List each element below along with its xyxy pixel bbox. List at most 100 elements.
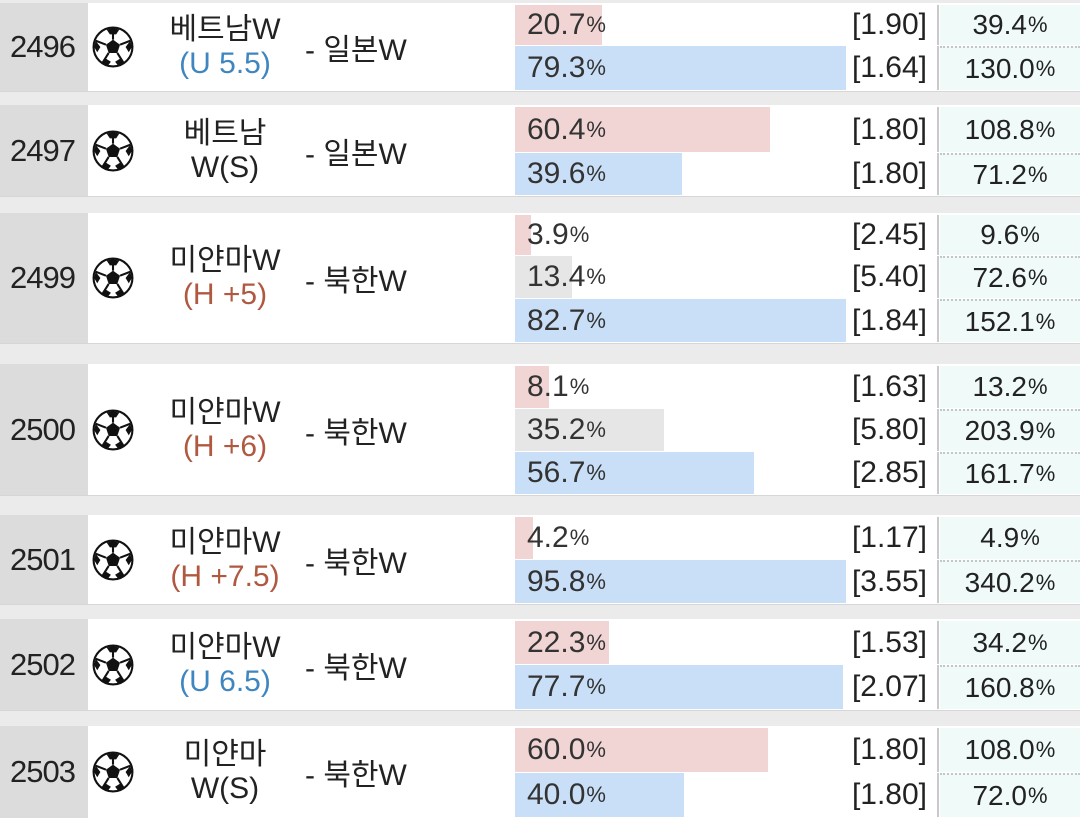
vote-percent: 22.3 bbox=[527, 625, 586, 659]
return-percent: 4.9 bbox=[980, 522, 1020, 553]
odds-value: [1.64] bbox=[845, 46, 937, 90]
return-percent-sign: % bbox=[1035, 737, 1056, 762]
game-card[interactable]: 2496 베트남W (U 5.5) - 일본W 20.7% [1.90] 39.… bbox=[0, 3, 1080, 91]
outcome-row[interactable]: 60.0% [1.80] 108.0% bbox=[515, 728, 1080, 772]
return-cell: 108.8% bbox=[940, 107, 1080, 152]
odds-value: [1.80] bbox=[845, 107, 937, 152]
return-percent: 9.6 bbox=[980, 219, 1020, 250]
return-cell: 108.0% bbox=[940, 728, 1080, 772]
vote-bar: 20.7% [1.90] bbox=[515, 5, 939, 45]
game-card[interactable]: 2499 미얀마W (H +5) - 북한W 3.9% [2.45] 9.6% bbox=[0, 213, 1080, 343]
away-team-name: - 북한W bbox=[305, 546, 407, 580]
game-card[interactable]: 2497 베트남 W(S) - 일본W 60.4% [1.80] 108.8% bbox=[0, 105, 1080, 196]
odds-value: [2.07] bbox=[845, 665, 937, 709]
vote-bar: 79.3% [1.64] bbox=[515, 46, 939, 90]
outcome-row[interactable]: 20.7% [1.90] 39.4% bbox=[515, 5, 1080, 45]
return-percent: 130.0 bbox=[964, 53, 1035, 84]
game-condition: (U 6.5) bbox=[179, 664, 271, 698]
game-number: 2501 bbox=[0, 515, 88, 604]
return-percent: 160.8 bbox=[964, 672, 1035, 703]
odds-value: [1.80] bbox=[845, 728, 937, 772]
vote-percent: 60.4 bbox=[527, 112, 586, 146]
game-condition: (H +6) bbox=[182, 429, 268, 463]
percent-sign: % bbox=[586, 460, 606, 485]
soccer-ball-icon bbox=[92, 539, 134, 581]
return-cell: 203.9% bbox=[940, 409, 1080, 451]
return-percent-sign: % bbox=[1027, 162, 1048, 187]
return-cell: 72.0% bbox=[940, 773, 1080, 817]
game-condition: W(S) bbox=[190, 772, 260, 805]
away-team-name: - 북한W bbox=[305, 416, 407, 450]
outcome-row[interactable]: 4.2% [1.17] 4.9% bbox=[515, 517, 1080, 559]
odds-value: [1.53] bbox=[845, 621, 937, 664]
vote-percent: 56.7 bbox=[527, 456, 586, 489]
return-percent-sign: % bbox=[1035, 418, 1056, 443]
home-team-name: 미얀마 bbox=[183, 738, 267, 771]
outcome-row[interactable]: 56.7% [2.85] 161.7% bbox=[515, 452, 1080, 494]
return-cell: 39.4% bbox=[940, 5, 1080, 45]
return-cell: 161.7% bbox=[940, 452, 1080, 494]
vote-bar-fill bbox=[515, 665, 843, 709]
home-team-cell: 미얀마W (H +5) bbox=[145, 213, 305, 343]
outcome-row[interactable]: 8.1% [1.63] 13.2% bbox=[515, 366, 1080, 408]
outcome-row[interactable]: 3.9% [2.45] 9.6% bbox=[515, 215, 1080, 255]
return-cell: 130.0% bbox=[940, 46, 1080, 90]
game-card[interactable]: 2503 미얀마 W(S) - 북한W 60.0% [1.80] 108.0% bbox=[0, 726, 1080, 818]
return-percent: 161.7 bbox=[964, 458, 1035, 489]
vote-bar-fill bbox=[515, 517, 533, 559]
away-team-name: - 북한W bbox=[305, 759, 407, 792]
vote-bar: 8.1% [1.63] bbox=[515, 366, 939, 408]
return-cell: 34.2% bbox=[940, 621, 1080, 664]
outcome-row[interactable]: 77.7% [2.07] 160.8% bbox=[515, 665, 1080, 709]
home-team-cell: 미얀마W (H +6) bbox=[145, 364, 305, 495]
vote-bar: 4.2% [1.17] bbox=[515, 517, 939, 559]
outcome-row[interactable]: 22.3% [1.53] 34.2% bbox=[515, 621, 1080, 664]
return-percent: 152.1 bbox=[964, 305, 1035, 337]
percent-sign: % bbox=[586, 737, 606, 762]
odds-value: [1.80] bbox=[845, 773, 937, 817]
percent-sign: % bbox=[569, 374, 590, 399]
home-team-name: 미얀마W bbox=[169, 630, 281, 664]
odds-value: [5.80] bbox=[845, 409, 937, 451]
vote-percent: 20.7 bbox=[527, 8, 586, 41]
game-condition: (U 5.5) bbox=[179, 47, 271, 80]
vote-bar-fill bbox=[515, 215, 531, 255]
outcome-row[interactable]: 40.0% [1.80] 72.0% bbox=[515, 773, 1080, 817]
vote-bar: 22.3% [1.53] bbox=[515, 621, 939, 664]
percent-sign: % bbox=[586, 55, 606, 80]
vote-bar-fill bbox=[515, 107, 770, 152]
percent-sign: % bbox=[586, 782, 606, 807]
odds-value: [1.17] bbox=[845, 517, 937, 559]
vote-bar-fill bbox=[515, 256, 572, 298]
percent-sign: % bbox=[586, 116, 606, 142]
return-percent-sign: % bbox=[1027, 12, 1048, 37]
vote-bar: 82.7% [1.84] bbox=[515, 299, 939, 342]
home-team-cell: 베트남 W(S) bbox=[145, 105, 305, 196]
game-card[interactable]: 2501 미얀마W (H +7.5) - 북한W 4.2% [1.17] 4.9… bbox=[0, 515, 1080, 604]
game-number: 2502 bbox=[0, 619, 88, 710]
outcome-row[interactable]: 82.7% [1.84] 152.1% bbox=[515, 299, 1080, 342]
percent-sign: % bbox=[586, 12, 606, 37]
return-percent: 72.6 bbox=[972, 262, 1027, 293]
vote-percent: 8.1 bbox=[527, 370, 569, 403]
outcome-row[interactable]: 35.2% [5.80] 203.9% bbox=[515, 409, 1080, 451]
vote-percent: 60.0 bbox=[527, 733, 586, 766]
outcome-row[interactable]: 13.4% [5.40] 72.6% bbox=[515, 256, 1080, 298]
vote-percent: 4.2 bbox=[527, 521, 569, 554]
game-number: 2500 bbox=[0, 364, 88, 495]
outcome-row[interactable]: 60.4% [1.80] 108.8% bbox=[515, 107, 1080, 152]
vote-bar: 35.2% [5.80] bbox=[515, 409, 939, 451]
vote-bar-fill bbox=[515, 153, 682, 195]
game-card[interactable]: 2500 미얀마W (H +6) - 북한W 8.1% [1.63] 13.2% bbox=[0, 364, 1080, 495]
outcome-row[interactable]: 79.3% [1.64] 130.0% bbox=[515, 46, 1080, 90]
home-team-cell: 베트남W (U 5.5) bbox=[145, 3, 305, 91]
outcome-row[interactable]: 95.8% [3.55] 340.2% bbox=[515, 560, 1080, 603]
vote-bar: 60.0% [1.80] bbox=[515, 728, 939, 772]
outcome-row[interactable]: 39.6% [1.80] 71.2% bbox=[515, 153, 1080, 195]
return-percent-sign: % bbox=[1027, 374, 1048, 399]
vote-bar: 40.0% [1.80] bbox=[515, 773, 939, 817]
return-cell: 340.2% bbox=[940, 560, 1080, 603]
game-card[interactable]: 2502 미얀마W (U 6.5) - 북한W 22.3% [1.53] 34.… bbox=[0, 619, 1080, 710]
return-percent-sign: % bbox=[1020, 525, 1040, 550]
home-team-name: 베트남 bbox=[183, 116, 267, 150]
